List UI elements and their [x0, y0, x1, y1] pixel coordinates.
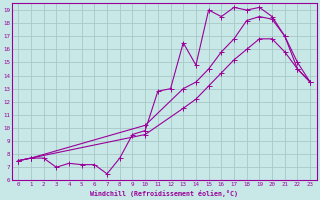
X-axis label: Windchill (Refroidissement éolien,°C): Windchill (Refroidissement éolien,°C): [90, 190, 238, 197]
